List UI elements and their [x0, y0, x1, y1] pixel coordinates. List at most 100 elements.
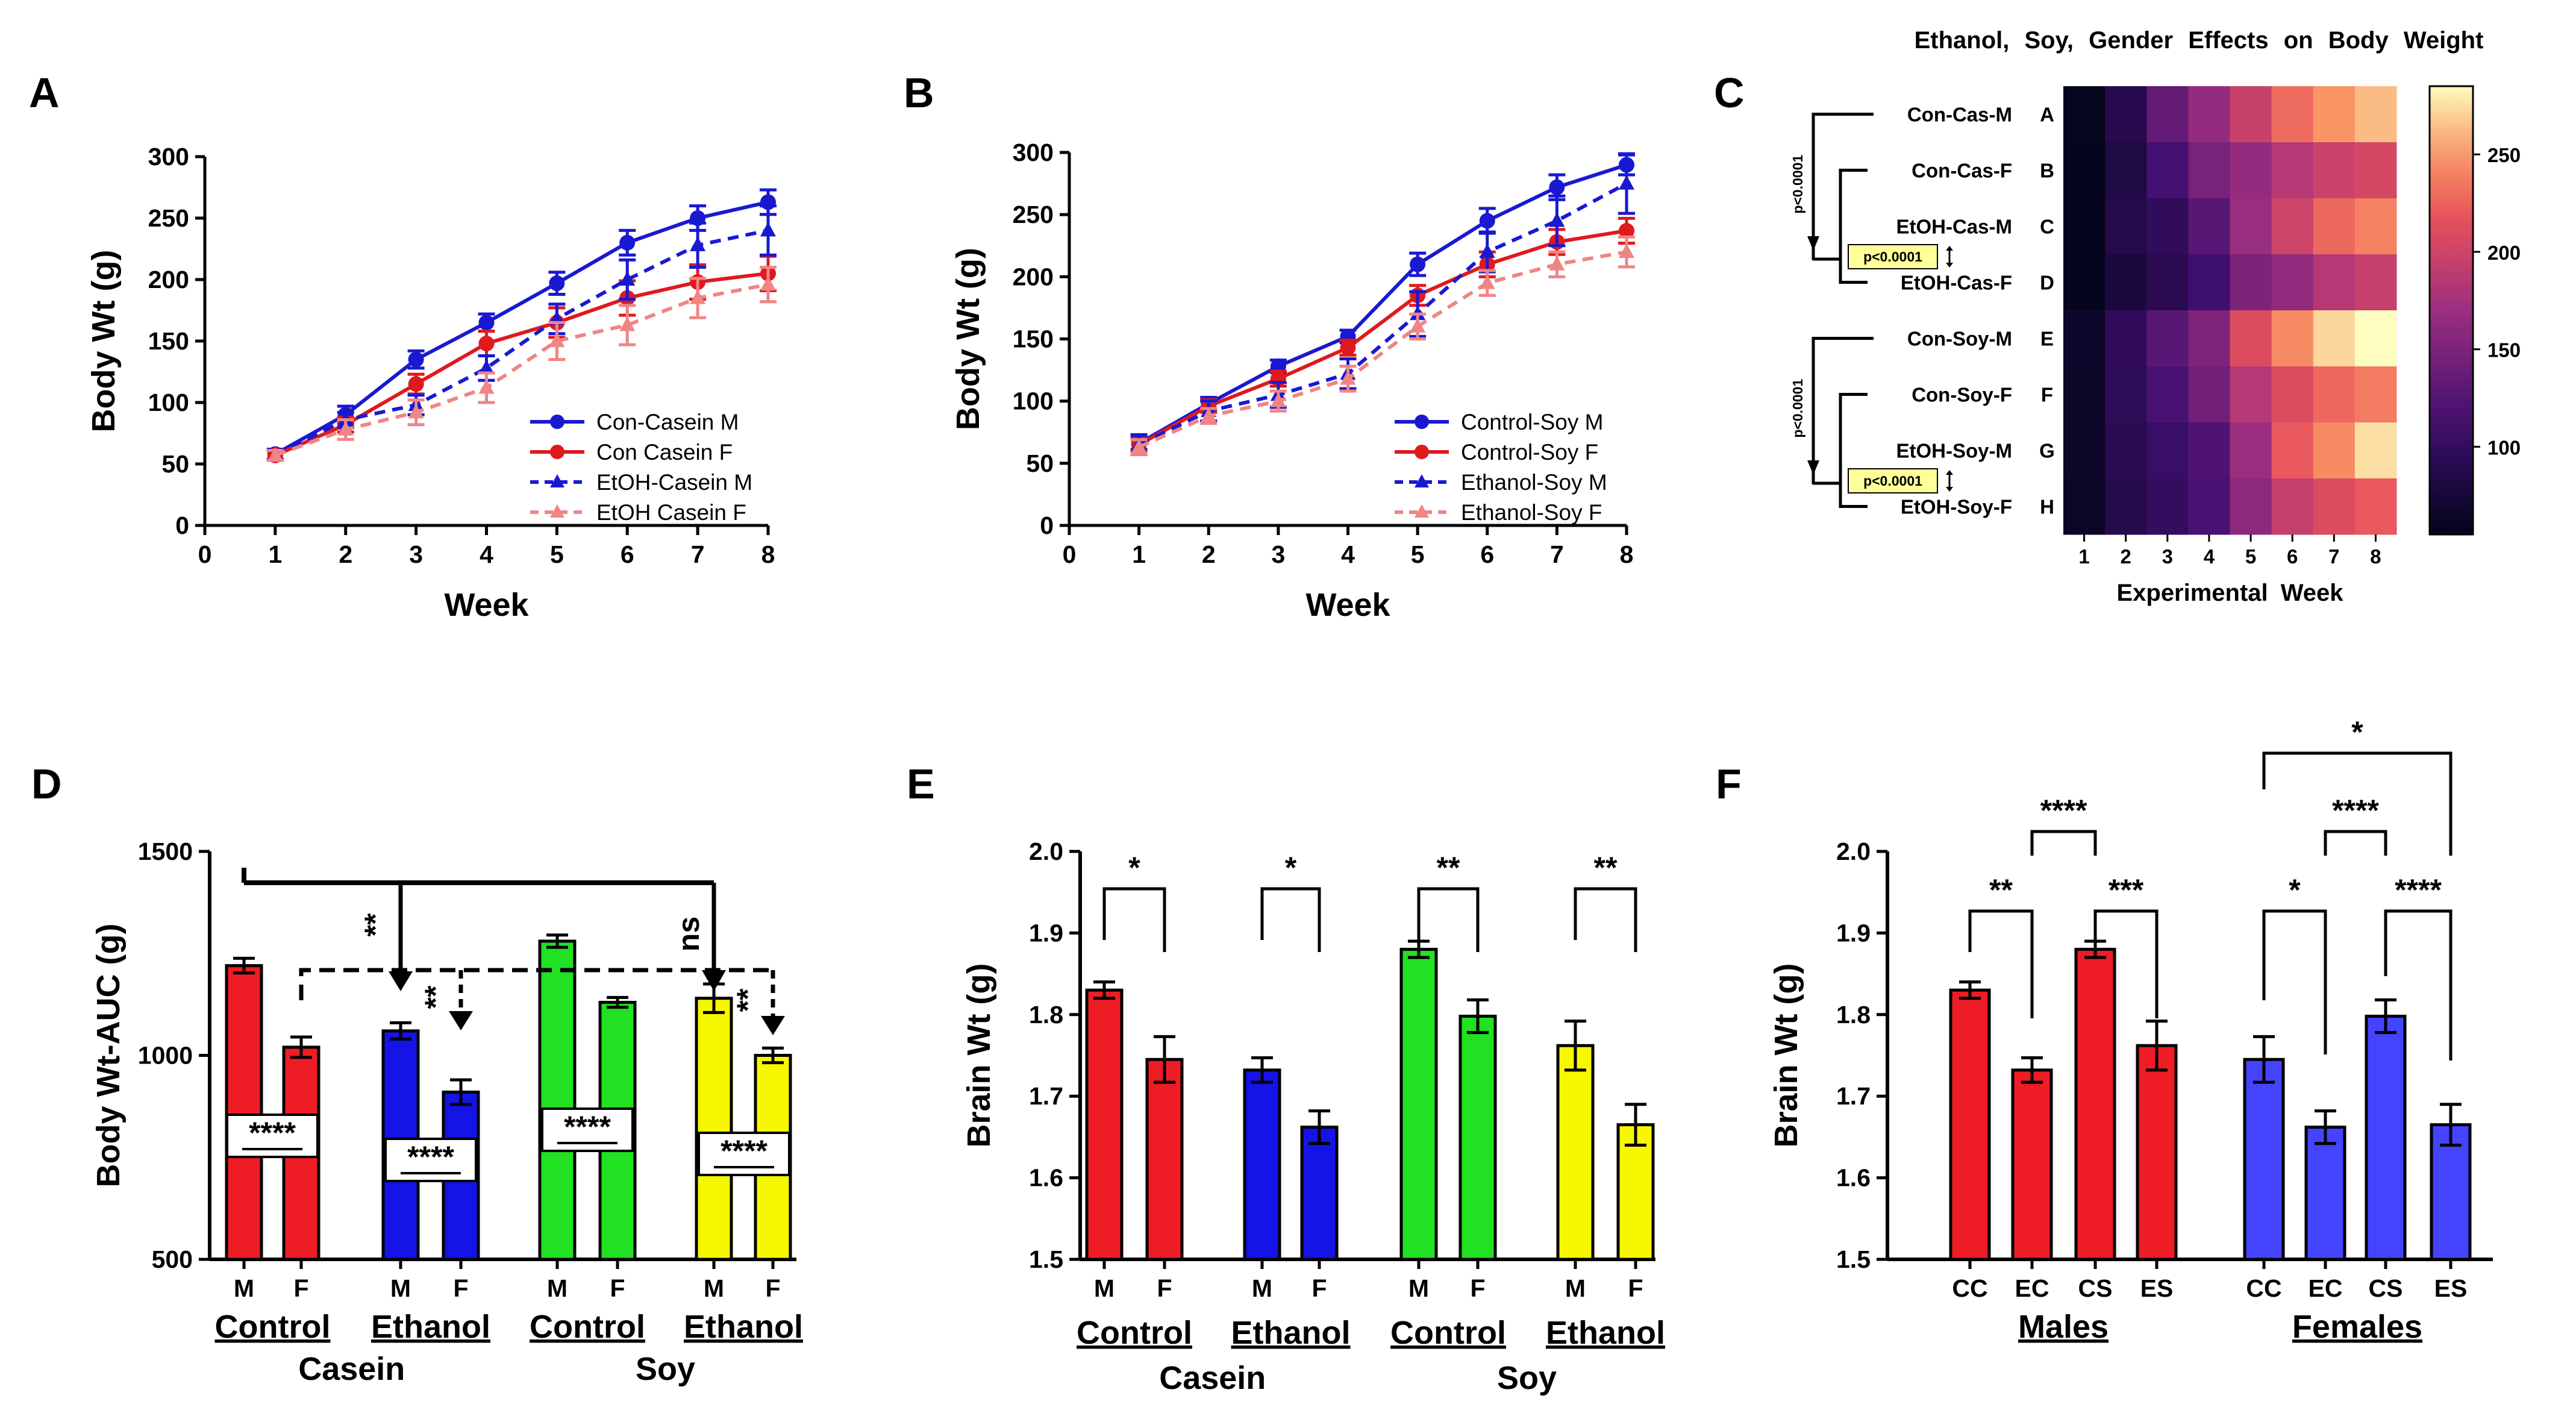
group-label: Ethanol	[684, 1309, 803, 1345]
data-point	[619, 271, 636, 286]
dendrogram-bracket	[1839, 169, 1868, 284]
y-tick-label: 1.7	[1029, 1082, 1063, 1110]
heatmap-cell	[2313, 198, 2356, 255]
x-tick-label: EC	[2309, 1274, 2343, 1302]
heatmap-cell	[2063, 198, 2106, 255]
data-point	[337, 421, 354, 436]
legend-label: Con Casein F	[596, 440, 733, 465]
y-axis-title: Brain Wt (g)	[961, 963, 997, 1148]
y-tick-label: 1.6	[1029, 1164, 1063, 1192]
heatmap-cell	[2063, 422, 2106, 479]
colorbar-tick-label: 200	[2487, 242, 2521, 264]
p-value-label: p<0.0001	[1863, 473, 1922, 489]
heatmap-cell	[2313, 254, 2356, 311]
p-value-arrowhead	[1946, 246, 1953, 251]
heatmap-cell	[2105, 86, 2147, 143]
bar	[2365, 1015, 2407, 1261]
x-tick-label: F	[453, 1274, 468, 1302]
panel-a-line-chart: 0 50 100 150 200 250 300 0 1 2 3 4 5 6 7 8 Week Body Wt (…	[86, 143, 777, 623]
x-tick-label: ES	[2434, 1274, 2468, 1302]
heatmap-cell	[2354, 422, 2397, 479]
heatmap-cell	[2230, 366, 2272, 423]
x-tick-label: 3	[409, 540, 423, 568]
heatmap-row-label: EtOH-Cas-F	[1901, 272, 2012, 294]
y-tick-label: 250	[148, 204, 189, 232]
diet-label: Soy	[636, 1351, 695, 1387]
bar	[225, 964, 263, 1261]
bar	[1085, 988, 1124, 1261]
group-label: Control	[1390, 1315, 1506, 1351]
heatmap-cell	[2188, 142, 2230, 199]
series-line	[1138, 229, 1627, 446]
bar	[1556, 1044, 1595, 1261]
significance-bracket	[1260, 887, 1321, 952]
heatmap-cell	[2146, 142, 2189, 199]
data-point	[1410, 318, 1426, 333]
x-tick-label: CS	[2369, 1274, 2403, 1302]
heatmap-cell	[2105, 198, 2147, 255]
heatmap-row-letter: F	[2041, 384, 2053, 406]
heatmap-cell	[2230, 254, 2272, 311]
x-tick-label: M	[390, 1274, 411, 1302]
data-point	[408, 351, 424, 368]
heatmap-cell	[2063, 254, 2106, 311]
heatmap-row-label: EtOH-Soy-F	[1901, 496, 2012, 518]
bar	[2136, 1044, 2178, 1261]
x-tick-label: 8	[761, 540, 775, 568]
legend-label: Ethanol-Soy M	[1461, 470, 1607, 495]
data-point	[1619, 175, 1634, 190]
significance-bracket	[2262, 751, 2453, 856]
y-tick-label: 100	[1013, 387, 1054, 415]
series-line	[1138, 181, 1628, 446]
data-point	[549, 275, 565, 292]
x-tick-label: CC	[1952, 1274, 1987, 1302]
p-value-box	[1848, 244, 1938, 269]
heatmap-cell	[2063, 310, 2106, 367]
panel-letter-c: C	[1714, 69, 1745, 116]
legend-marker	[550, 445, 564, 459]
heatmap-cell	[2146, 198, 2189, 255]
y-axis-title: Body Wt-AUC (g)	[90, 924, 127, 1188]
legend-marker	[550, 415, 564, 429]
significance-label: ****	[2040, 794, 2087, 827]
legend-label: Control-Soy M	[1461, 410, 1603, 434]
significance-bracket	[2324, 830, 2387, 856]
x-tick-label: CC	[2246, 1274, 2281, 1302]
data-point	[760, 276, 776, 291]
data-point	[1131, 439, 1147, 454]
legend-label: EtOH Casein F	[596, 500, 746, 525]
data-point	[549, 333, 565, 347]
data-point	[1340, 370, 1356, 385]
legend-label: Control-Soy F	[1461, 440, 1598, 465]
significance-arrowhead	[449, 1011, 473, 1030]
heatmap-cell	[2354, 366, 2397, 423]
group-label: Control	[1077, 1315, 1192, 1351]
significance-box-label: ****	[407, 1140, 454, 1174]
data-point	[1479, 243, 1495, 258]
data-point	[267, 446, 283, 462]
panel-f-bar-chart: 1.5 1.6 1.7 1.8 1.9 2.0 CC EC CS ES CC EC CS ES Brain …	[1768, 715, 2493, 1345]
heatmap-col-label: 5	[2245, 545, 2256, 568]
heatmap-row-letter: D	[2040, 272, 2054, 294]
y-tick-label: 150	[148, 327, 189, 355]
significance-label: ns	[672, 916, 705, 951]
heatmap-col-label: 7	[2328, 545, 2339, 568]
heatmap-cell	[2146, 366, 2189, 423]
significance-bracket	[2262, 909, 2327, 1054]
panel-letter-a: A	[29, 69, 60, 116]
heatmap-cell	[2271, 254, 2314, 311]
x-tick-label: 7	[1550, 540, 1564, 568]
heatmap-row-letter: G	[2039, 440, 2055, 462]
y-tick-label: 50	[1026, 450, 1054, 477]
x-tick-label: 0	[198, 540, 212, 568]
significance-label: ****	[2332, 794, 2379, 827]
significance-label: **	[419, 985, 452, 1009]
x-tick-label: 1	[1132, 540, 1146, 568]
x-tick-label: F	[1628, 1274, 1643, 1302]
data-point	[1549, 255, 1565, 271]
heatmap-cell	[2271, 142, 2314, 199]
y-tick-label: 200	[1013, 263, 1054, 290]
x-tick-label: 4	[480, 540, 493, 568]
heatmap-cell	[2188, 198, 2230, 255]
